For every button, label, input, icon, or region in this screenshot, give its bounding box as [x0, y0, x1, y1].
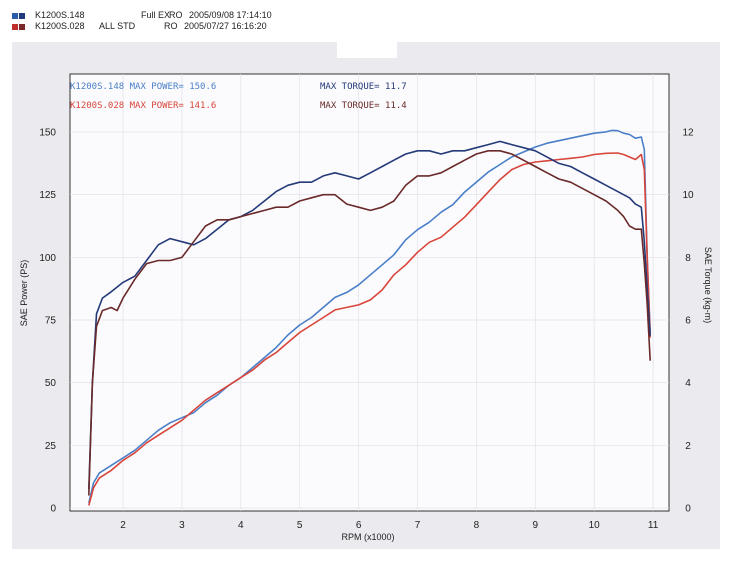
legend-swatch-blue: [12, 12, 18, 19]
series-lines: [88, 129, 651, 506]
y-right-tick-label: 4: [685, 378, 691, 389]
legend: K1200S.148 Full EX RO 2005/09/08 17:14:1…: [12, 10, 272, 32]
legend-run-type: RO: [169, 10, 183, 20]
legend-datetime: 2005/09/08 17:14:10: [189, 10, 272, 20]
panel-tab: [337, 41, 397, 58]
y-left-tick-label: 100: [39, 253, 56, 264]
annotation-torque-red: MAX TORQUE= 11.4: [320, 101, 407, 111]
legend-datetime: 2005/07/27 16:16:20: [184, 21, 267, 31]
x-tick-label: 10: [589, 520, 601, 531]
grid: [70, 74, 669, 511]
x-tick-label: 8: [474, 520, 480, 531]
legend-run-name: K1200S.028: [35, 21, 85, 31]
annotation-power-blue: K1200S.148 MAX POWER= 150.6: [70, 82, 216, 92]
x-tick-label: 6: [356, 520, 362, 531]
x-tick-label: 4: [238, 520, 244, 531]
x-tick-labels: 2 3 4 5 6 7 8 9 10 11: [120, 520, 659, 531]
power-line-148: [88, 129, 651, 504]
y-left-tick-label: 0: [50, 504, 56, 515]
torque-line-028: [88, 150, 651, 496]
legend-row-2: K1200S.028 ALL STD RO 2005/07/27 16:16:2…: [12, 21, 272, 32]
y-right-axis-title: SAE Torque (kg-m): [703, 247, 713, 323]
plot-area: [69, 73, 670, 512]
legend-config: ALL STD: [99, 21, 136, 31]
y-left-tick-label: 150: [39, 127, 56, 138]
y-right-tick-label: 12: [682, 128, 694, 139]
legend-run-type: RO: [164, 21, 178, 31]
legend-config: Full EX: [141, 10, 171, 20]
legend-run-name: K1200S.148: [35, 10, 85, 20]
y-right-tick-labels: 0 2 4 6 8 10 12: [682, 128, 694, 515]
annotation-torque-blue: MAX TORQUE= 11.7: [320, 82, 407, 92]
y-left-tick-label: 25: [45, 441, 57, 452]
y-right-tick-label: 0: [685, 504, 691, 515]
y-left-tick-label: 75: [45, 315, 57, 326]
x-tick-label: 9: [533, 520, 539, 531]
y-right-tick-label: 10: [682, 190, 694, 201]
x-tick-label: 7: [415, 520, 421, 531]
x-tick-label: 11: [648, 520, 659, 531]
legend-row-1: K1200S.148 Full EX RO 2005/09/08 17:14:1…: [12, 10, 272, 21]
y-left-axis-title: SAE Power (PS): [19, 260, 29, 327]
x-tick-label: 3: [179, 520, 185, 531]
power-line-028: [88, 152, 651, 506]
legend-swatch-blue-dark: [19, 12, 25, 19]
legend-swatch-red: [12, 23, 18, 30]
y-left-tick-label: 125: [39, 190, 56, 201]
y-left-tick-labels: 0 25 50 75 100 125 150: [39, 127, 56, 514]
y-left-tick-label: 50: [45, 378, 57, 389]
x-tick-label: 2: [120, 520, 126, 531]
torque-line-148: [88, 140, 651, 490]
x-tick-label: 5: [297, 520, 303, 531]
annotation-power-red: K1200S.028 MAX POWER= 141.6: [70, 101, 216, 111]
y-right-tick-label: 8: [685, 253, 691, 264]
x-axis-title: RPM (x1000): [341, 532, 394, 542]
y-right-tick-label: 2: [685, 441, 691, 452]
legend-swatch-red-dark: [19, 23, 25, 30]
y-right-tick-label: 6: [685, 316, 691, 327]
